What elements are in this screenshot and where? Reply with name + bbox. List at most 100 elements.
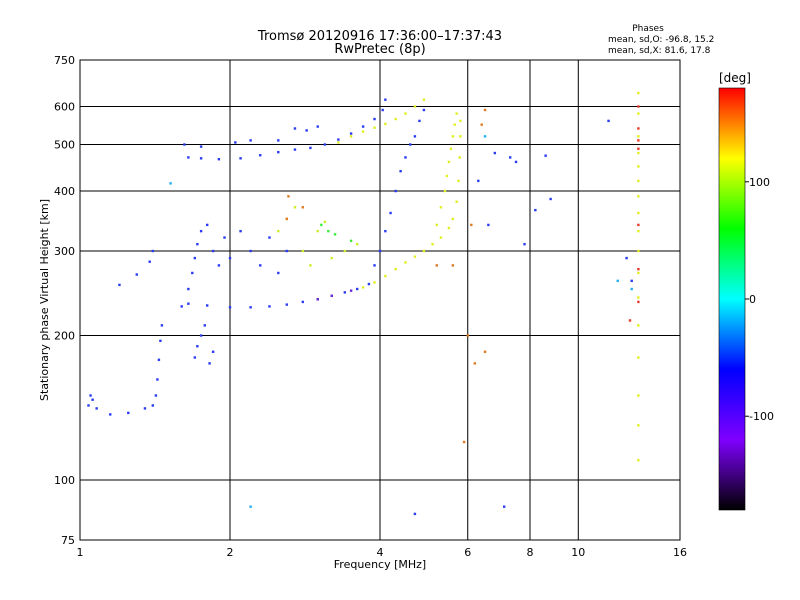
data-point bbox=[223, 236, 226, 239]
data-point bbox=[349, 239, 353, 243]
x-tick-label: 1 bbox=[77, 546, 84, 559]
data-point bbox=[630, 287, 633, 291]
data-point bbox=[502, 505, 506, 508]
data-point bbox=[323, 143, 327, 146]
y-tick-label: 75 bbox=[61, 534, 75, 547]
data-point bbox=[399, 169, 402, 173]
data-point bbox=[477, 179, 480, 183]
axis-ticks: 1 2 4 6 8 10 16 75 100 200 300 400 500 600 750 bbox=[54, 54, 687, 559]
data-point bbox=[160, 324, 164, 327]
data-point bbox=[309, 146, 312, 150]
data-point bbox=[637, 296, 640, 299]
data-point bbox=[355, 242, 359, 246]
data-point bbox=[203, 324, 206, 327]
data-point bbox=[151, 404, 155, 407]
y-tick-label: 200 bbox=[54, 330, 75, 343]
data-point bbox=[205, 223, 209, 227]
data-point bbox=[199, 334, 203, 337]
data-point bbox=[409, 143, 412, 146]
data-point bbox=[301, 249, 305, 253]
data-point bbox=[637, 223, 640, 227]
data-points bbox=[87, 91, 640, 516]
data-point bbox=[459, 119, 462, 123]
data-point bbox=[616, 279, 619, 283]
data-point bbox=[89, 394, 92, 397]
data-point bbox=[337, 141, 340, 144]
data-point bbox=[277, 229, 280, 233]
data-point bbox=[154, 394, 158, 397]
x-axis-label: Frequency [MHz] bbox=[334, 558, 426, 571]
data-point bbox=[455, 200, 458, 203]
data-point bbox=[320, 223, 323, 227]
data-point bbox=[637, 300, 640, 304]
data-point bbox=[637, 147, 640, 150]
data-point bbox=[459, 135, 462, 138]
data-point bbox=[157, 358, 161, 362]
data-point bbox=[628, 319, 632, 322]
data-point bbox=[135, 273, 138, 276]
data-point bbox=[445, 174, 449, 178]
data-point bbox=[637, 249, 640, 253]
data-point bbox=[637, 229, 640, 233]
data-point bbox=[637, 112, 640, 115]
data-point bbox=[435, 264, 438, 267]
data-point bbox=[637, 179, 640, 183]
data-point bbox=[422, 108, 426, 112]
data-point bbox=[439, 236, 443, 239]
data-point bbox=[183, 143, 186, 146]
data-point bbox=[483, 135, 487, 138]
data-point bbox=[293, 148, 297, 151]
data-point bbox=[127, 411, 130, 415]
data-point bbox=[637, 151, 640, 155]
data-point bbox=[637, 324, 640, 327]
data-point bbox=[259, 154, 262, 157]
data-point bbox=[431, 242, 434, 246]
data-point bbox=[637, 424, 640, 427]
data-point bbox=[637, 211, 640, 215]
data-point bbox=[169, 182, 172, 185]
data-point bbox=[316, 125, 319, 128]
data-point bbox=[330, 256, 333, 260]
data-point bbox=[483, 108, 487, 112]
data-point bbox=[208, 362, 211, 365]
colorbar-ticks: 100 0 -100 bbox=[745, 176, 774, 423]
data-point bbox=[349, 289, 353, 292]
data-point bbox=[453, 123, 456, 126]
data-point bbox=[217, 158, 221, 161]
data-point bbox=[514, 160, 518, 164]
data-point bbox=[285, 249, 288, 253]
data-point bbox=[373, 126, 376, 129]
data-point bbox=[637, 356, 640, 359]
data-point bbox=[523, 242, 526, 246]
data-point bbox=[199, 157, 203, 160]
data-point bbox=[301, 206, 305, 209]
y-tick-label: 750 bbox=[54, 54, 75, 67]
colorbar-tick-label: 0 bbox=[749, 293, 756, 306]
data-point bbox=[413, 135, 417, 138]
data-point bbox=[234, 141, 237, 144]
data-point bbox=[384, 122, 387, 126]
data-point bbox=[483, 350, 487, 353]
x-tick-label: 16 bbox=[673, 546, 687, 559]
data-point bbox=[637, 394, 640, 397]
data-point bbox=[277, 271, 280, 275]
y-tick-label: 100 bbox=[54, 474, 75, 487]
data-point bbox=[316, 298, 319, 301]
data-point bbox=[373, 281, 376, 284]
data-point bbox=[211, 249, 215, 253]
data-point bbox=[534, 208, 537, 212]
data-point bbox=[343, 249, 347, 253]
data-point bbox=[439, 206, 443, 209]
data-point bbox=[493, 151, 497, 155]
colorbar-label: [deg] bbox=[719, 71, 751, 85]
data-point bbox=[277, 150, 280, 154]
data-point bbox=[394, 267, 397, 271]
data-point bbox=[404, 261, 407, 264]
data-point bbox=[462, 440, 466, 444]
data-point bbox=[91, 398, 94, 401]
data-point bbox=[381, 108, 384, 112]
data-point bbox=[637, 127, 640, 130]
data-point bbox=[156, 378, 159, 381]
data-point bbox=[637, 271, 640, 275]
data-point bbox=[333, 233, 337, 236]
